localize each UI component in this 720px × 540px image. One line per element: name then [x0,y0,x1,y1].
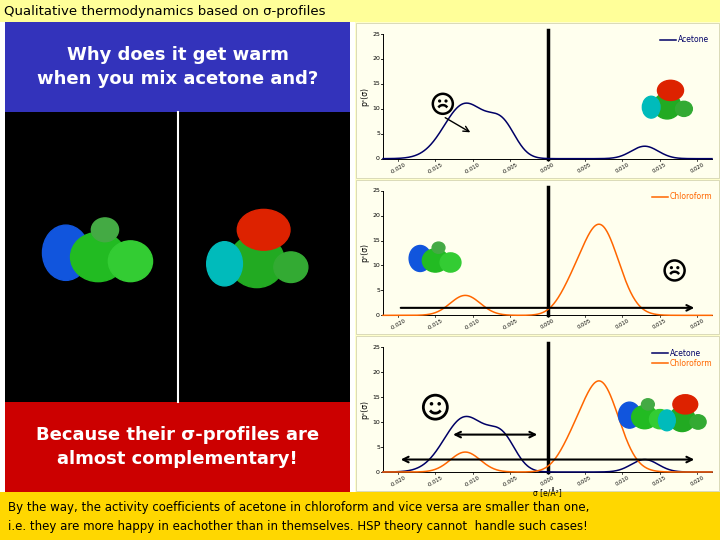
Text: 5: 5 [376,444,380,450]
FancyBboxPatch shape [0,22,355,492]
Text: 25: 25 [372,345,380,350]
Ellipse shape [673,395,698,414]
Ellipse shape [659,410,675,431]
Text: -0.020: -0.020 [390,475,407,488]
FancyBboxPatch shape [5,402,350,492]
Text: By the way, the activity coefficients of acetone in chloroform and vice versa ar: By the way, the activity coefficients of… [8,501,590,514]
Text: Chloroform: Chloroform [670,192,713,201]
Text: -0.005: -0.005 [502,319,518,331]
Ellipse shape [432,242,445,253]
Text: 20: 20 [372,57,380,62]
Text: 15: 15 [372,82,380,86]
Text: -0.015: -0.015 [427,319,444,331]
Text: -0.020: -0.020 [390,161,407,174]
Text: 0.005: 0.005 [577,161,593,173]
Ellipse shape [91,218,119,242]
Text: Acetone: Acetone [670,349,701,358]
Text: 0.020: 0.020 [689,161,705,173]
FancyBboxPatch shape [356,180,719,334]
Text: 25: 25 [372,31,380,37]
Text: 15: 15 [372,238,380,243]
Text: 0.005: 0.005 [577,319,593,330]
Ellipse shape [618,402,641,428]
Text: σ [e/Å²]: σ [e/Å²] [533,488,562,498]
Text: 0.000: 0.000 [540,161,555,173]
Ellipse shape [631,406,657,429]
Text: Why does it get warm
when you mix acetone and?: Why does it get warm when you mix aceton… [37,45,318,89]
Circle shape [670,267,672,268]
Text: 0.015: 0.015 [652,475,667,487]
Text: 0.015: 0.015 [652,319,667,330]
Ellipse shape [71,232,126,282]
Text: 0.010: 0.010 [614,475,630,487]
FancyBboxPatch shape [355,22,720,492]
Text: 0.010: 0.010 [614,161,630,173]
Text: 20: 20 [372,370,380,375]
Ellipse shape [669,407,695,431]
Ellipse shape [409,246,431,272]
Text: Acetone: Acetone [678,36,709,44]
Circle shape [677,267,679,268]
Text: 10: 10 [372,420,380,424]
Text: 15: 15 [372,395,380,400]
FancyBboxPatch shape [0,0,720,22]
Circle shape [438,403,440,405]
Text: pˣ(σ): pˣ(σ) [361,87,369,106]
Ellipse shape [42,225,89,280]
Text: 0.000: 0.000 [540,319,555,330]
Ellipse shape [657,80,683,100]
Text: -0.010: -0.010 [464,161,482,174]
Ellipse shape [675,102,693,117]
Ellipse shape [238,210,290,250]
Text: Chloroform: Chloroform [670,359,713,368]
FancyBboxPatch shape [356,23,719,178]
Text: -0.005: -0.005 [502,475,518,488]
Text: 20: 20 [372,213,380,218]
Ellipse shape [207,242,243,286]
Ellipse shape [642,399,654,410]
Ellipse shape [423,249,449,272]
Text: i.e. they are more happy in eachother than in themselves. HSP theory cannot  han: i.e. they are more happy in eachother th… [8,520,588,533]
Text: 0.020: 0.020 [689,475,705,487]
FancyBboxPatch shape [5,112,350,402]
Text: 5: 5 [376,288,380,293]
Text: 0.010: 0.010 [614,319,630,330]
Text: 0.015: 0.015 [652,161,667,173]
Text: 0.020: 0.020 [689,319,705,330]
Text: -0.005: -0.005 [502,161,518,174]
Ellipse shape [642,96,660,118]
Text: 10: 10 [372,263,380,268]
Text: 0: 0 [376,156,380,161]
Circle shape [431,403,433,405]
Ellipse shape [654,93,681,119]
Text: 0: 0 [376,313,380,318]
Text: 0.005: 0.005 [577,475,593,487]
Ellipse shape [229,235,284,288]
Text: Because their σ-profiles are
almost complementary!: Because their σ-profiles are almost comp… [36,426,319,469]
Ellipse shape [440,253,461,272]
FancyBboxPatch shape [0,492,720,540]
FancyBboxPatch shape [5,22,350,112]
Text: pˣ(σ): pˣ(σ) [361,400,369,419]
Text: 5: 5 [376,131,380,136]
Text: 0.000: 0.000 [540,475,555,487]
Text: -0.015: -0.015 [427,475,444,488]
Text: 10: 10 [372,106,380,111]
Circle shape [445,100,447,102]
Ellipse shape [649,409,670,429]
Text: -0.020: -0.020 [390,319,407,331]
Text: -0.010: -0.010 [464,319,482,331]
Circle shape [438,100,441,102]
Ellipse shape [690,415,706,429]
Text: -0.010: -0.010 [464,475,482,488]
Text: -0.015: -0.015 [427,161,444,174]
FancyBboxPatch shape [356,336,719,491]
Text: pˣ(σ): pˣ(σ) [361,244,369,262]
Ellipse shape [274,252,308,282]
Ellipse shape [108,241,153,282]
Text: 0: 0 [376,469,380,475]
Text: Qualitative thermodynamics based on σ-profiles: Qualitative thermodynamics based on σ-pr… [4,4,325,17]
Text: 25: 25 [372,188,380,193]
